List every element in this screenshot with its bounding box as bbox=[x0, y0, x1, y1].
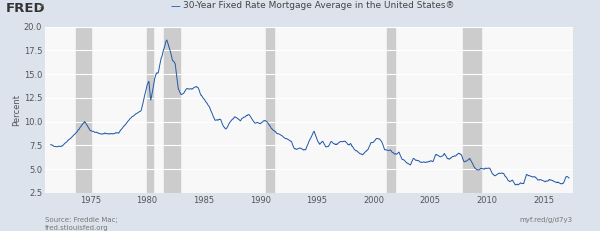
Text: 30-Year Fixed Rate Mortgage Average in the United States®: 30-Year Fixed Rate Mortgage Average in t… bbox=[183, 1, 455, 10]
Bar bbox=[164, 27, 180, 193]
Text: myf.red/g/d7y3: myf.red/g/d7y3 bbox=[520, 217, 573, 223]
Y-axis label: Percent: Percent bbox=[12, 94, 21, 126]
Bar bbox=[387, 27, 395, 193]
Text: ↗: ↗ bbox=[38, 2, 45, 11]
Text: Source: Freddie Mac;
fred.stlouisfed.org: Source: Freddie Mac; fred.stlouisfed.org bbox=[45, 217, 118, 231]
Text: —: — bbox=[171, 1, 181, 11]
Bar bbox=[76, 27, 91, 193]
Bar bbox=[266, 27, 274, 193]
Text: FRED: FRED bbox=[6, 2, 46, 15]
Bar bbox=[147, 27, 152, 193]
Bar bbox=[463, 27, 481, 193]
